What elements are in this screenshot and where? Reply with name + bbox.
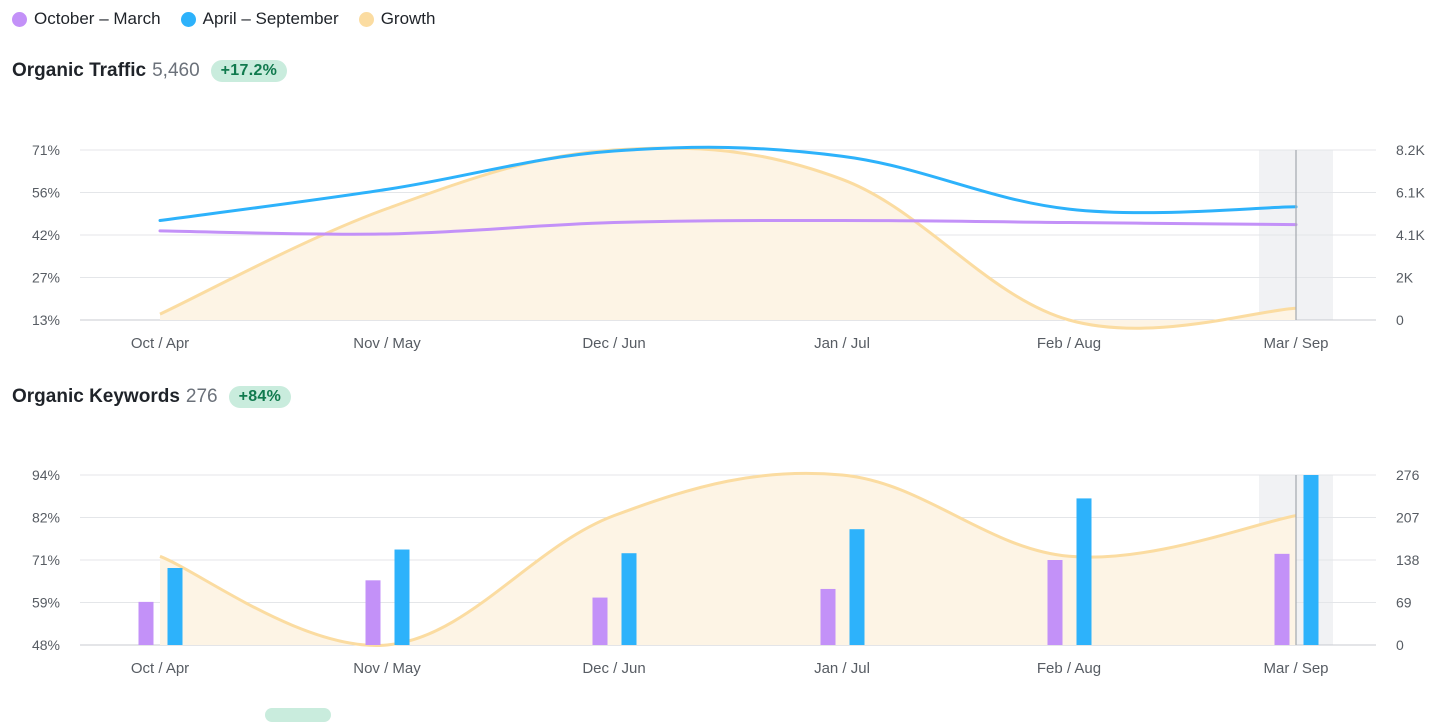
right-axis-tick-label: 2K [1396, 270, 1414, 286]
left-axis-tick-label: 56% [32, 185, 60, 201]
category-label: Feb / Aug [1037, 660, 1101, 677]
bar[interactable] [849, 529, 865, 645]
bar[interactable] [365, 580, 381, 645]
left-axis-tick-label: 13% [32, 312, 60, 328]
right-axis-tick-label: 207 [1396, 510, 1420, 526]
category-label: Jan / Jul [814, 335, 870, 352]
bar[interactable] [138, 601, 154, 645]
left-axis-tick-label: 42% [32, 227, 60, 243]
legend-label: Growth [380, 9, 436, 28]
series-line [158, 145, 1298, 222]
left-axis-tick-label: 48% [32, 637, 60, 653]
keywords-header: Organic Keywords 276 +84% [12, 386, 292, 408]
right-axis-tick-label: 4.1K [1396, 227, 1425, 243]
legend-dot-purple [12, 11, 27, 27]
right-axis-tick-label: 0 [1396, 637, 1404, 653]
category-label: Feb / Aug [1037, 335, 1101, 352]
category-label: Oct / Apr [131, 660, 189, 677]
legend-item-growth[interactable]: Growth [358, 9, 436, 29]
keywords-title: Organic Keywords [12, 386, 180, 407]
keywords-value: 276 [185, 386, 218, 407]
category-label: Dec / Jun [582, 335, 645, 352]
right-axis-tick-label: 6.1K [1396, 185, 1425, 201]
left-axis-tick-label: 59% [32, 595, 60, 611]
growth-area [160, 473, 1296, 646]
bar[interactable] [592, 597, 608, 645]
bar[interactable] [1303, 475, 1319, 645]
category-label: Nov / May [353, 660, 421, 677]
legend-label: October – March [34, 9, 161, 28]
growth-line [159, 471, 1297, 647]
traffic-title: Organic Traffic [12, 60, 147, 81]
bar[interactable] [1274, 553, 1290, 645]
left-axis-tick-label: 27% [32, 270, 60, 286]
legend-label: April – September [202, 9, 339, 28]
left-axis-tick-label: 94% [32, 467, 60, 483]
category-label: Oct / Apr [131, 335, 189, 352]
traffic-chart: 71% 8.2K 56% 6.1K 42% 4.1K 27% 2K 13% 0 Oct / Apr N… [32, 142, 1425, 352]
traffic-header: Organic Traffic 5,460 +17.2% [12, 60, 288, 82]
traffic-value: 5,460 [152, 60, 200, 81]
category-label: Mar / Sep [1263, 335, 1328, 352]
series-line [158, 218, 1298, 236]
keywords-chart: 94% 276 82% 207 71% 138 59% 69 48% 0 Oct / Apr Nov … [32, 467, 1420, 677]
category-label: Nov / May [353, 335, 421, 352]
legend-dot-blue [180, 11, 196, 27]
growth-line [159, 146, 1297, 330]
right-axis-tick-label: 138 [1396, 552, 1420, 568]
next-section-badge [265, 708, 331, 722]
keywords-growth-badge: +84% [228, 386, 292, 408]
right-axis-tick-label: 0 [1396, 312, 1404, 328]
right-axis-tick-label: 276 [1396, 467, 1420, 483]
bar[interactable] [1076, 498, 1092, 645]
right-axis-tick-label: 69 [1396, 595, 1412, 611]
left-axis-tick-label: 71% [32, 552, 60, 568]
bar[interactable] [167, 568, 183, 645]
chart-legend: October – March April – September Growth [12, 9, 455, 29]
left-axis-tick-label: 71% [32, 142, 60, 158]
legend-item-april-september[interactable]: April – September [180, 9, 339, 29]
legend-item-october-march[interactable]: October – March [12, 9, 161, 29]
legend-dot-yellow [358, 11, 374, 27]
bar[interactable] [621, 553, 637, 645]
category-label: Jan / Jul [814, 660, 870, 677]
bar[interactable] [1047, 560, 1063, 645]
category-label: Mar / Sep [1263, 660, 1328, 677]
category-label: Dec / Jun [582, 660, 645, 677]
traffic-growth-badge: +17.2% [210, 60, 288, 82]
bar[interactable] [820, 588, 836, 645]
bar[interactable] [394, 549, 410, 645]
left-axis-tick-label: 82% [32, 510, 60, 526]
growth-area [160, 148, 1296, 329]
right-axis-tick-label: 8.2K [1396, 142, 1425, 158]
